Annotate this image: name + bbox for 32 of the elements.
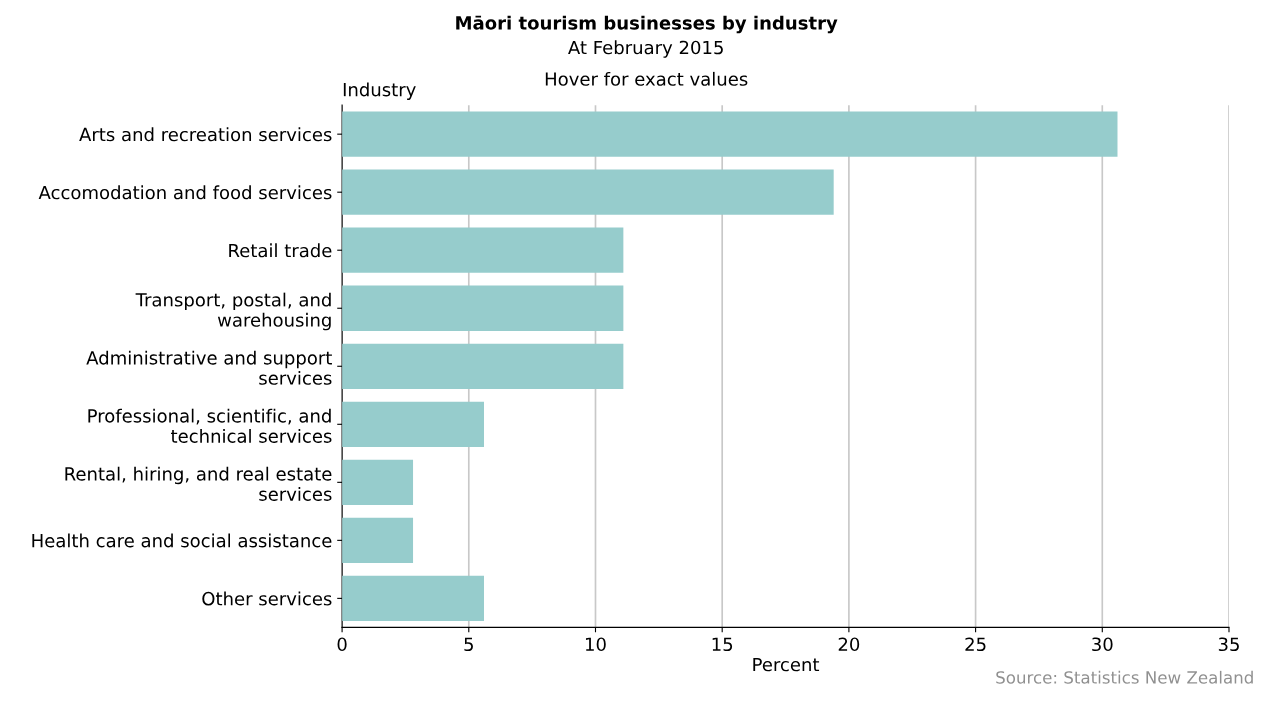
x-axis-title: Percent [753, 657, 820, 672]
y-tick-label: Arts and recreation services [79, 127, 332, 142]
bar [342, 111, 1118, 157]
x-tick-label: 35 [1218, 637, 1239, 652]
chart-title: Māori tourism businesses by industry [456, 15, 838, 34]
bar [342, 285, 624, 331]
bar [342, 459, 414, 505]
x-tick-label: 25 [965, 637, 986, 652]
x-tick-label: 10 [585, 637, 606, 652]
bar [342, 517, 414, 563]
y-tick-label: Other services [202, 591, 332, 606]
bar [342, 575, 484, 622]
bar [342, 169, 834, 215]
y-tick-label: Administrative and support services [86, 350, 332, 385]
y-tick-label: Transport, postal, and warehousing [135, 292, 331, 331]
y-tick-label: Health care and social assistance [32, 533, 332, 548]
bar [342, 343, 624, 389]
x-tick-label: 30 [1092, 637, 1113, 652]
y-axis-title: Industry [343, 82, 416, 100]
y-tick-label: Retail trade [229, 243, 332, 258]
bar [342, 401, 484, 447]
x-tick-label: 0 [337, 637, 347, 652]
text: Hover for exact values [545, 71, 748, 86]
x-tick-label: 5 [464, 637, 473, 652]
chart-subtitle: At February 2015 [568, 40, 723, 58]
source-note: Source: Statistics New Zealand [996, 670, 1253, 684]
y-tick-label: Rental, hiring, and real estate services [65, 466, 332, 501]
y-tick-label: Professional, scientific, and technical services [88, 408, 332, 443]
x-tick-label: 20 [838, 637, 860, 652]
x-tick-label: 15 [712, 637, 733, 652]
bar [342, 227, 624, 273]
y-tick-label: Accomodation and food services [38, 185, 332, 200]
